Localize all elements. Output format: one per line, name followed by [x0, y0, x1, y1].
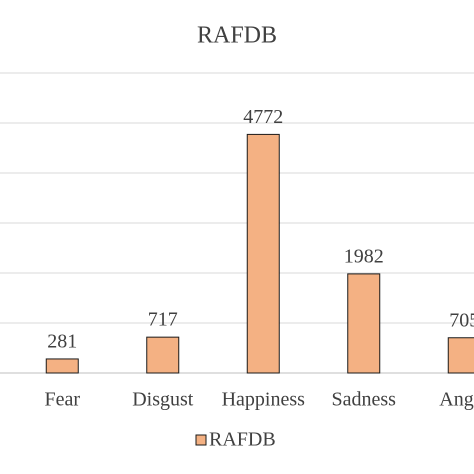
bar: [447, 337, 474, 374]
value-label: 281: [47, 331, 77, 353]
chart-title: RAFDB: [197, 23, 277, 49]
bar: [347, 273, 381, 374]
value-label: 705: [449, 309, 474, 331]
x-tick-label: Fear: [44, 389, 80, 411]
bar: [45, 358, 79, 374]
x-tick-label: Happiness: [222, 389, 306, 411]
bar: [246, 133, 280, 374]
value-label: 4772: [243, 106, 283, 128]
legend-label: RAFDB: [209, 429, 276, 451]
x-tick-label: Disgust: [132, 389, 194, 411]
value-label: 1982: [344, 245, 384, 267]
x-tick-label: Sadness: [332, 389, 397, 411]
value-label: 717: [148, 309, 178, 331]
legend-swatch: [195, 434, 207, 446]
x-tick-label: Anger: [439, 389, 474, 411]
bar: [146, 336, 180, 374]
